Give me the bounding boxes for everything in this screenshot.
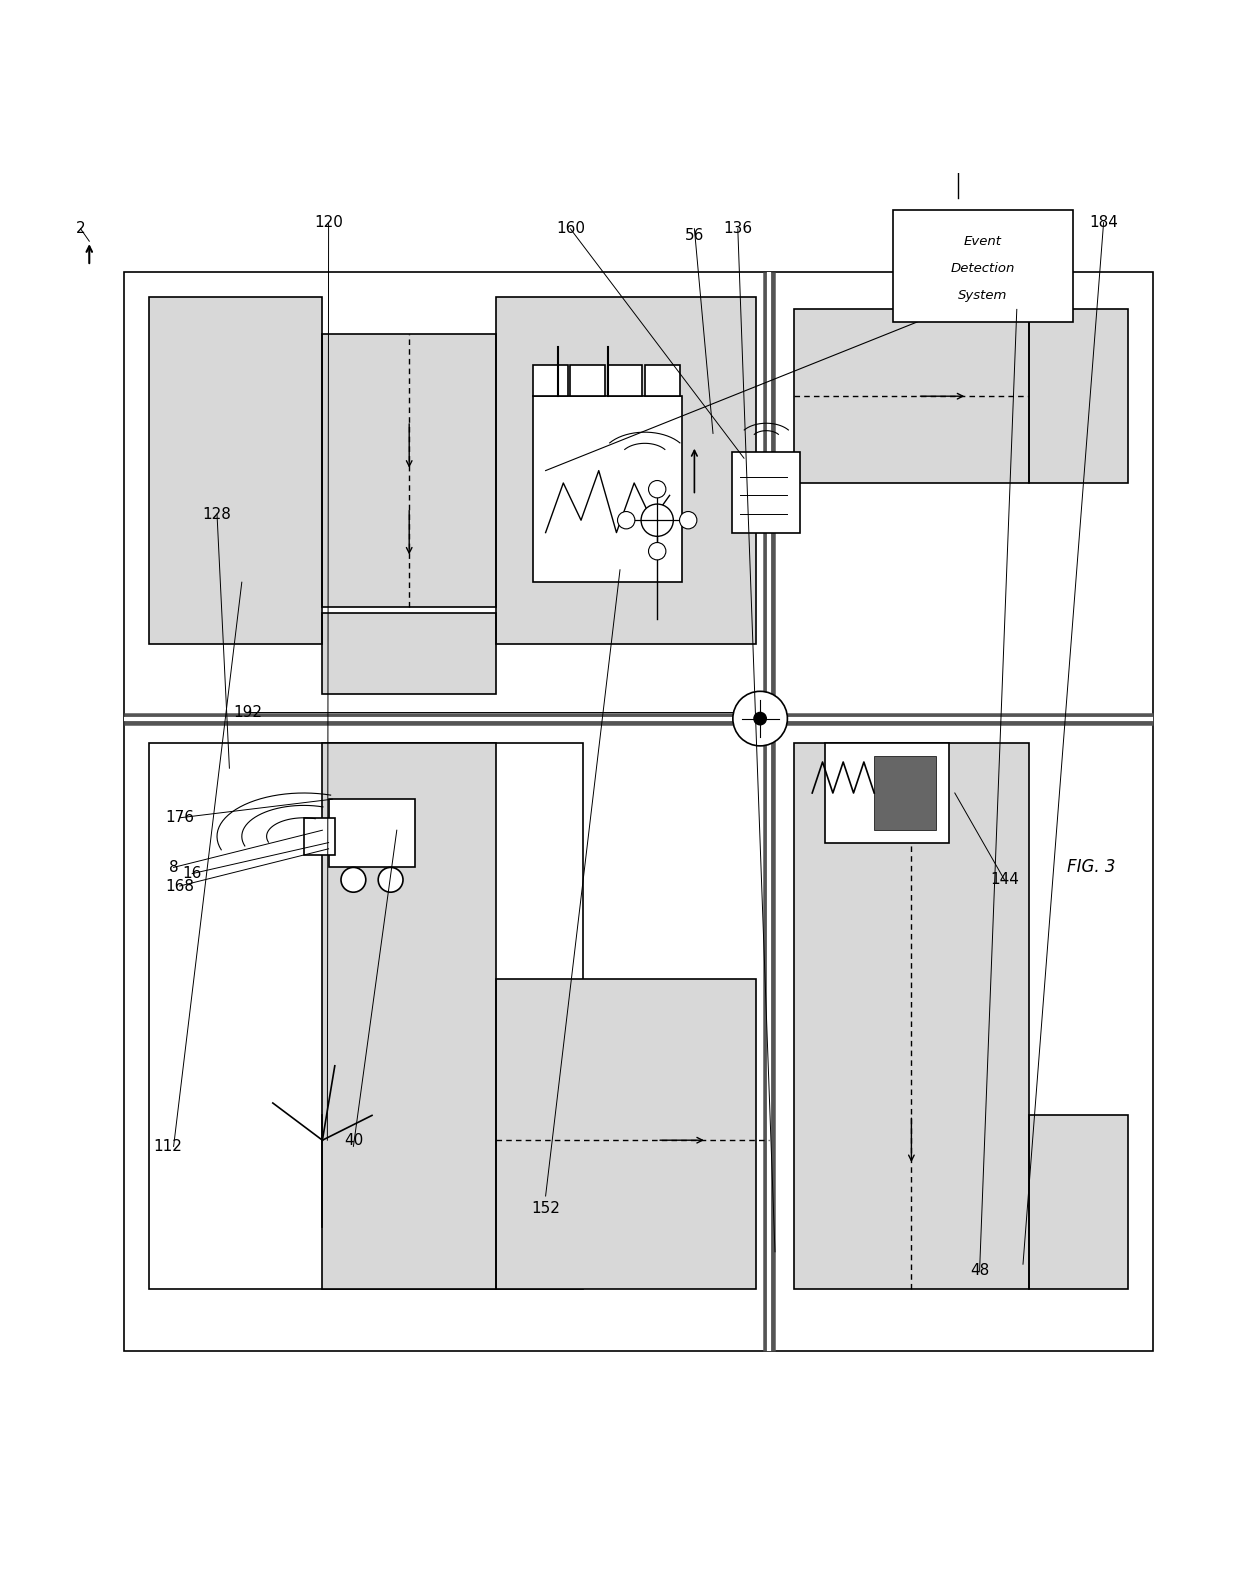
Bar [149, 744, 583, 1289]
Bar [570, 365, 605, 396]
Bar [794, 309, 1029, 484]
Circle shape [649, 481, 666, 498]
Text: 144: 144 [990, 872, 1019, 887]
Bar [825, 744, 949, 842]
Text: 2: 2 [76, 222, 86, 236]
Bar [794, 744, 1029, 1289]
Bar [496, 297, 756, 644]
Text: 192: 192 [233, 704, 263, 720]
Text: 40: 40 [343, 1132, 363, 1148]
Bar [149, 297, 322, 644]
Circle shape [378, 868, 403, 893]
Bar [124, 273, 1153, 1351]
Text: 152: 152 [531, 1201, 560, 1216]
Circle shape [754, 712, 766, 725]
Bar [608, 365, 642, 396]
Text: 16: 16 [182, 866, 202, 882]
Circle shape [733, 691, 787, 745]
Circle shape [649, 542, 666, 560]
Circle shape [618, 512, 635, 528]
Bar [496, 979, 756, 1289]
Bar [304, 818, 335, 855]
Text: System: System [959, 289, 1007, 301]
Bar [322, 744, 496, 1289]
Bar [322, 614, 496, 693]
Bar [1029, 309, 1128, 484]
Text: 168: 168 [165, 879, 195, 893]
Text: FIG. 3: FIG. 3 [1066, 858, 1116, 877]
Bar [329, 799, 415, 868]
Bar [149, 297, 322, 644]
Bar [794, 744, 1029, 1289]
Bar [645, 365, 680, 396]
Bar [1029, 1115, 1128, 1289]
Text: 120: 120 [314, 216, 343, 230]
Bar [322, 744, 496, 1289]
Circle shape [341, 868, 366, 893]
Text: 112: 112 [153, 1139, 182, 1155]
Bar [874, 757, 936, 829]
Bar [322, 614, 496, 693]
Text: 48: 48 [970, 1262, 990, 1278]
Text: 176: 176 [165, 810, 195, 825]
Circle shape [641, 504, 673, 536]
Bar [1029, 309, 1128, 484]
Circle shape [680, 512, 697, 528]
Text: Event: Event [963, 235, 1002, 247]
Text: 160: 160 [556, 222, 585, 236]
Text: Detection: Detection [951, 262, 1014, 274]
Text: 8: 8 [169, 860, 179, 875]
Bar [322, 335, 496, 607]
Bar [533, 365, 568, 396]
Bar [533, 396, 682, 582]
Bar [794, 309, 1029, 484]
Bar [496, 979, 756, 1289]
Text: 136: 136 [723, 222, 753, 236]
Text: 128: 128 [202, 506, 232, 522]
Bar [893, 211, 1073, 322]
Bar [496, 297, 756, 644]
Text: 56: 56 [684, 227, 704, 243]
Bar [732, 452, 800, 533]
Bar [1029, 1115, 1128, 1289]
Bar [322, 335, 496, 607]
Text: 184: 184 [1089, 216, 1118, 230]
